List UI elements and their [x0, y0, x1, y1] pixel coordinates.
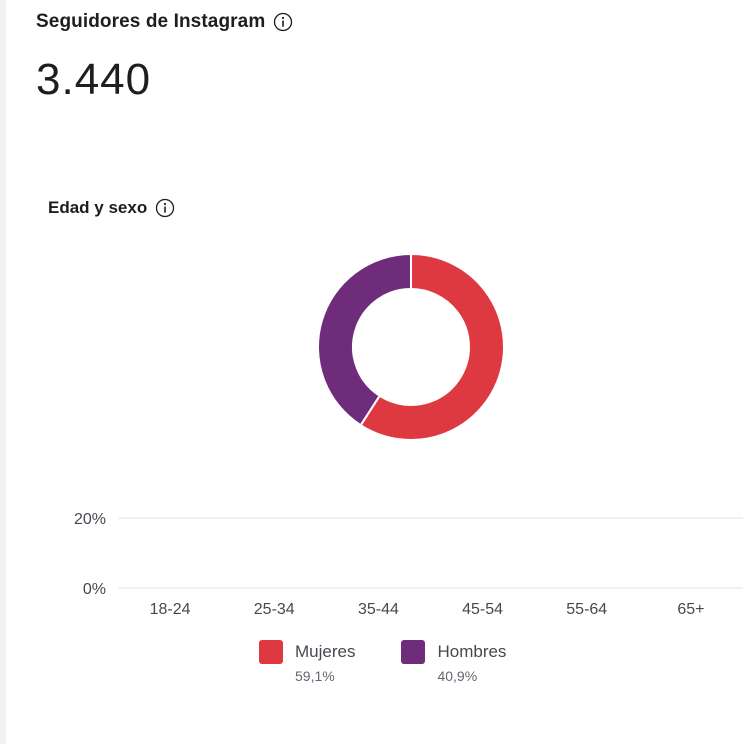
followers-count: 3.440	[36, 55, 152, 104]
legend-percent-women: 59,1%	[295, 668, 335, 684]
chart-legend: Mujeres 59,1% Hombres 40,9%	[259, 640, 506, 684]
legend-swatch-women	[259, 640, 283, 664]
card-header: Seguidores de Instagram	[36, 8, 293, 36]
legend-label-women: Mujeres	[295, 642, 356, 661]
legend-label-men: Hombres	[437, 642, 507, 661]
x-tick-label: 65+	[677, 601, 704, 618]
info-icon[interactable]	[155, 198, 175, 218]
age-gender-header: Edad y sexo	[48, 195, 175, 221]
legend-item-men[interactable]: Hombres 40,9%	[401, 640, 506, 684]
page-left-rail	[0, 0, 6, 744]
age-bar-chart: 0% 20% 18-24 25-34 35-44 45-54 55-64 65+	[74, 511, 743, 618]
x-tick-label: 25-34	[254, 601, 295, 618]
x-tick-label: 45-54	[462, 601, 503, 618]
donut-slice-mujeres[interactable]	[359, 252, 505, 441]
x-tick-label: 18-24	[150, 601, 191, 618]
x-tick-label: 35-44	[358, 601, 399, 618]
legend-swatch-men	[401, 640, 426, 664]
age-gender-title: Edad y sexo	[48, 198, 148, 217]
legend-item-women[interactable]: Mujeres 59,1%	[259, 640, 355, 684]
card-title: Seguidores de Instagram	[36, 11, 266, 32]
donut-slice-hombres[interactable]	[317, 252, 412, 427]
y-tick-label: 20%	[74, 511, 106, 528]
gender-donut-chart[interactable]	[314, 250, 508, 444]
legend-percent-men: 40,9%	[437, 668, 478, 684]
instagram-followers-card: Seguidores de Instagram 3.440 Edad y sex…	[14, 0, 746, 744]
info-icon[interactable]	[273, 12, 293, 32]
x-tick-label: 55-64	[566, 601, 607, 618]
y-tick-label: 0%	[83, 581, 106, 598]
